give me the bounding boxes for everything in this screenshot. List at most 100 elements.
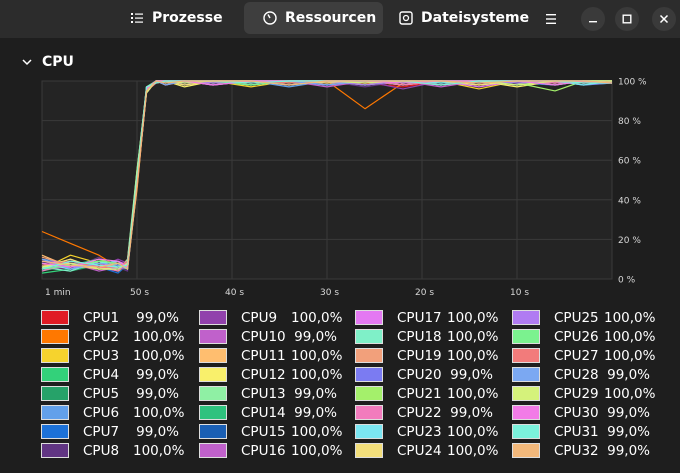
y-tick-label: 0 %: [618, 276, 636, 286]
cpu-name: CPU29: [554, 385, 599, 402]
legend-item-cpu23[interactable]: CPU23 100,0%: [355, 423, 499, 440]
color-swatch[interactable]: [355, 348, 383, 363]
color-swatch[interactable]: [355, 424, 383, 439]
legend-item-cpu32[interactable]: CPU32 99,0%: [512, 442, 650, 459]
color-swatch[interactable]: [355, 443, 383, 458]
color-swatch[interactable]: [199, 329, 227, 344]
color-swatch[interactable]: [41, 348, 69, 363]
color-swatch[interactable]: [41, 443, 69, 458]
disk-icon: [399, 11, 413, 25]
cpu-name: CPU15: [241, 423, 286, 440]
legend-item-cpu25[interactable]: CPU25 100,0%: [512, 309, 655, 326]
y-tick-label: 20 %: [618, 236, 641, 246]
legend-item-cpu5[interactable]: CPU5 99,0%: [41, 385, 179, 402]
legend-item-cpu17[interactable]: CPU17 100,0%: [355, 309, 498, 326]
gauge-icon: [263, 11, 277, 25]
cpu-name: CPU2: [83, 328, 120, 345]
legend-item-cpu12[interactable]: CPU12 100,0%: [199, 366, 342, 383]
legend-item-cpu19[interactable]: CPU19 100,0%: [355, 347, 498, 364]
cpu-usage-value: 100,0%: [447, 423, 499, 440]
cpu-usage-value: 99,0%: [607, 366, 650, 383]
color-swatch[interactable]: [199, 443, 227, 458]
y-tick-label: 40 %: [618, 196, 641, 206]
legend-item-cpu20[interactable]: CPU20 99,0%: [355, 366, 493, 383]
cpu-usage-value: 99,0%: [607, 423, 650, 440]
legend-item-cpu8[interactable]: CPU8 100,0%: [41, 442, 184, 459]
minimize-button[interactable]: [581, 7, 605, 31]
cpu-usage-value: 100,0%: [291, 309, 343, 326]
color-swatch[interactable]: [41, 367, 69, 382]
legend-item-cpu7[interactable]: CPU7 99,0%: [41, 423, 179, 440]
color-swatch[interactable]: [512, 443, 540, 458]
tab-ressourcen[interactable]: Ressourcen: [244, 2, 383, 34]
legend-item-cpu16[interactable]: CPU16 100,0%: [199, 442, 342, 459]
close-icon: [659, 14, 669, 24]
legend-item-cpu30[interactable]: CPU30 99,0%: [512, 404, 650, 421]
cpu-usage-value: 99,0%: [136, 366, 179, 383]
legend-item-cpu22[interactable]: CPU22 99,0%: [355, 404, 493, 421]
maximize-button[interactable]: [615, 7, 639, 31]
cpu-usage-value: 100,0%: [133, 404, 185, 421]
legend-item-cpu1[interactable]: CPU1 99,0%: [41, 309, 179, 326]
color-swatch[interactable]: [512, 329, 540, 344]
color-swatch[interactable]: [355, 329, 383, 344]
color-swatch[interactable]: [512, 386, 540, 401]
color-swatch[interactable]: [41, 329, 69, 344]
color-swatch[interactable]: [355, 386, 383, 401]
legend-item-cpu14[interactable]: CPU14 99,0%: [199, 404, 337, 421]
color-swatch[interactable]: [512, 424, 540, 439]
color-swatch[interactable]: [199, 348, 227, 363]
cpu-name: CPU26: [554, 328, 599, 345]
hamburger-icon: [546, 14, 556, 24]
cpu-name: CPU27: [554, 347, 599, 364]
color-swatch[interactable]: [355, 405, 383, 420]
color-swatch[interactable]: [41, 424, 69, 439]
legend-item-cpu15[interactable]: CPU15 100,0%: [199, 423, 342, 440]
color-swatch[interactable]: [512, 348, 540, 363]
legend-item-cpu31[interactable]: CPU31 99,0%: [512, 423, 650, 440]
color-swatch[interactable]: [512, 310, 540, 325]
cpu-name: CPU6: [83, 404, 120, 421]
cpu-name: CPU4: [83, 366, 120, 383]
color-swatch[interactable]: [41, 386, 69, 401]
maximize-icon: [622, 14, 632, 24]
legend-item-cpu27[interactable]: CPU27 100,0%: [512, 347, 655, 364]
legend-item-cpu18[interactable]: CPU18 100,0%: [355, 328, 498, 345]
legend-item-cpu2[interactable]: CPU2 100,0%: [41, 328, 184, 345]
color-swatch[interactable]: [41, 310, 69, 325]
legend-item-cpu29[interactable]: CPU29 100,0%: [512, 385, 656, 402]
x-tick-label: 10 s: [510, 288, 529, 298]
color-swatch[interactable]: [41, 405, 69, 420]
legend-item-cpu6[interactable]: CPU6 100,0%: [41, 404, 185, 421]
legend-item-cpu21[interactable]: CPU21 100,0%: [355, 385, 498, 402]
cpu-section-header[interactable]: CPU: [22, 52, 74, 72]
color-swatch[interactable]: [199, 310, 227, 325]
legend-item-cpu13[interactable]: CPU13 99,0%: [199, 385, 337, 402]
legend-item-cpu11[interactable]: CPU11 100,0%: [199, 347, 342, 364]
color-swatch[interactable]: [199, 367, 227, 382]
color-swatch[interactable]: [355, 310, 383, 325]
tab-label: Prozesse: [152, 10, 223, 26]
legend-item-cpu24[interactable]: CPU24 100,0%: [355, 442, 498, 459]
cpu-name: CPU21: [397, 385, 442, 402]
legend-item-cpu9[interactable]: CPU9 100,0%: [199, 309, 343, 326]
tab-prozesse[interactable]: Prozesse: [120, 2, 224, 34]
main-menu-button[interactable]: [539, 7, 563, 31]
legend-item-cpu10[interactable]: CPU10 99,0%: [199, 328, 337, 345]
cpu-name: CPU18: [397, 328, 442, 345]
legend-item-cpu26[interactable]: CPU26 100,0%: [512, 328, 655, 345]
cpu-name: CPU13: [241, 385, 286, 402]
color-swatch[interactable]: [512, 405, 540, 420]
color-swatch[interactable]: [199, 386, 227, 401]
color-swatch[interactable]: [199, 405, 227, 420]
color-swatch[interactable]: [355, 367, 383, 382]
legend-item-cpu3[interactable]: CPU3 100,0%: [41, 347, 184, 364]
color-swatch[interactable]: [199, 424, 227, 439]
legend-item-cpu4[interactable]: CPU4 99,0%: [41, 366, 179, 383]
tab-dateisysteme[interactable]: Dateisysteme: [390, 2, 529, 34]
legend-item-cpu28[interactable]: CPU28 99,0%: [512, 366, 650, 383]
cpu-usage-value: 100,0%: [604, 385, 656, 402]
close-button[interactable]: [652, 7, 676, 31]
color-swatch[interactable]: [512, 367, 540, 382]
cpu-usage-value: 99,0%: [294, 385, 337, 402]
